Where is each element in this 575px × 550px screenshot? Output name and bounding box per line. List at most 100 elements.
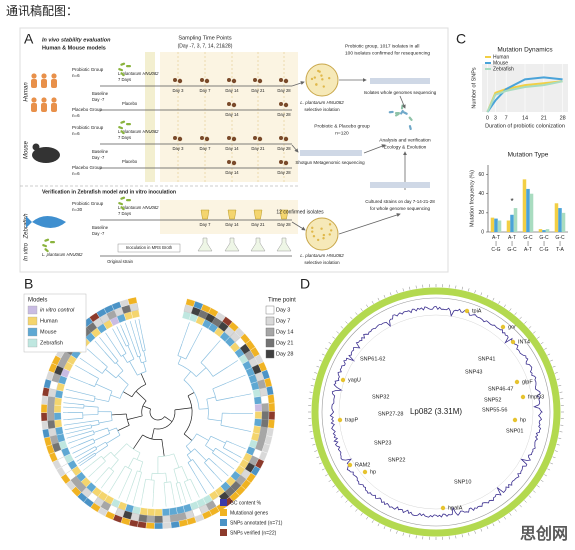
scale-tick <box>325 347 328 350</box>
time-ring-cell <box>169 514 179 523</box>
mouse-icon <box>32 143 40 151</box>
bar <box>510 214 514 232</box>
x-tick-label-line: | <box>543 241 544 247</box>
bar <box>538 229 543 232</box>
tree-leaf <box>100 479 108 489</box>
day-label: Day 21 <box>251 222 265 227</box>
tree-branch <box>88 384 95 387</box>
tree-branch <box>212 452 221 460</box>
arrow <box>291 81 305 87</box>
tree-leaf <box>181 322 190 344</box>
model-ring-cell <box>252 388 261 398</box>
scale-tick <box>328 479 332 482</box>
tree-arc <box>94 378 99 387</box>
scale-tick <box>360 308 363 311</box>
tree-leaf <box>210 340 221 352</box>
tree-arc <box>220 413 223 426</box>
tree-branch <box>127 469 133 479</box>
snp-label: SNP10 <box>454 479 471 485</box>
feature-ring-cell <box>41 420 49 430</box>
label: 12 confirmed isolates <box>276 209 324 215</box>
panel-label: D <box>300 276 310 292</box>
flask-icon <box>276 237 292 252</box>
scale-tick <box>533 331 536 334</box>
legend-swatch <box>27 327 38 337</box>
colony <box>320 227 323 230</box>
legend-label: Mouse <box>40 329 57 335</box>
scale-tick <box>537 336 540 339</box>
scale-tick <box>509 513 512 516</box>
tree-branch <box>122 328 130 345</box>
snp-label: SNP23 <box>374 440 391 446</box>
scale-tick <box>514 509 517 512</box>
x-tick-label-line: G-C <box>539 235 549 241</box>
colony <box>328 223 332 226</box>
tree-leaf <box>105 332 118 351</box>
arrow <box>291 144 299 153</box>
label: selective isolation <box>304 260 340 265</box>
label: L. plantarum HNU082 <box>42 252 83 257</box>
label: Baseline <box>92 91 109 96</box>
tree-branch <box>164 416 173 422</box>
scale-tick <box>552 456 556 459</box>
tree-arc <box>187 459 193 463</box>
legend-swatch <box>265 338 275 348</box>
tree-branch <box>210 435 226 444</box>
scale-tick <box>328 342 332 345</box>
gene-marker <box>514 379 520 385</box>
tree-branch <box>132 434 143 450</box>
chart-title: Mutation Dynamics <box>497 47 553 54</box>
header: 通讯稿配图： <box>6 3 78 18</box>
arrow <box>399 95 406 109</box>
tree-branch <box>194 448 207 461</box>
y-tick-label: 20 <box>478 210 484 216</box>
label: n=6 <box>72 73 80 78</box>
scale-tick <box>332 336 335 339</box>
label: Probiotic Group <box>72 67 104 72</box>
scale-tick <box>547 353 551 356</box>
snp-label: SNP22 <box>388 457 405 463</box>
feature-ring-cell <box>170 520 181 529</box>
tree-arc <box>92 430 95 435</box>
label: Probiotic Group <box>72 125 104 130</box>
bacteria-icon <box>120 130 125 135</box>
scale-tick <box>371 301 374 304</box>
scale-tick <box>528 495 532 498</box>
person-icon <box>41 103 47 112</box>
legend-swatch <box>220 499 227 506</box>
scale-tick <box>336 331 339 334</box>
gene-marker <box>500 324 506 330</box>
tree-leaf <box>220 458 235 470</box>
tree-branch <box>95 368 103 374</box>
scale-tick <box>540 479 544 482</box>
x-tick-label: G-C | A-T <box>523 235 533 253</box>
tree-arc <box>206 399 209 420</box>
x-tick-label: 7 <box>505 115 508 121</box>
colony <box>329 229 333 232</box>
colony <box>322 237 325 240</box>
genome-ring <box>321 297 551 527</box>
tree-branch <box>192 459 202 472</box>
label: selective isolation <box>304 107 340 112</box>
tree-branch <box>207 418 222 422</box>
tree-leaf <box>72 448 84 454</box>
colony <box>320 74 323 77</box>
tree-branch <box>220 424 235 429</box>
panel-label: A <box>24 31 34 47</box>
feature-ring-cell <box>268 411 276 421</box>
x-tick-label: 14 <box>522 115 528 121</box>
model-ring-cell <box>253 396 262 405</box>
scale-tick <box>503 516 506 520</box>
bacteria-icon <box>120 120 126 124</box>
label: Inoculation in MRS Broth <box>126 245 173 250</box>
label: Ecology & Evolution <box>384 144 427 150</box>
model-ring-cell <box>168 507 178 516</box>
tube-icon <box>253 209 263 220</box>
tree-branch <box>151 473 153 481</box>
legend-label: Human <box>40 318 58 324</box>
tree-leaf <box>88 469 97 478</box>
bacteria-icon <box>50 241 55 244</box>
tree-branch <box>216 397 234 401</box>
label: n=6 <box>72 131 80 136</box>
